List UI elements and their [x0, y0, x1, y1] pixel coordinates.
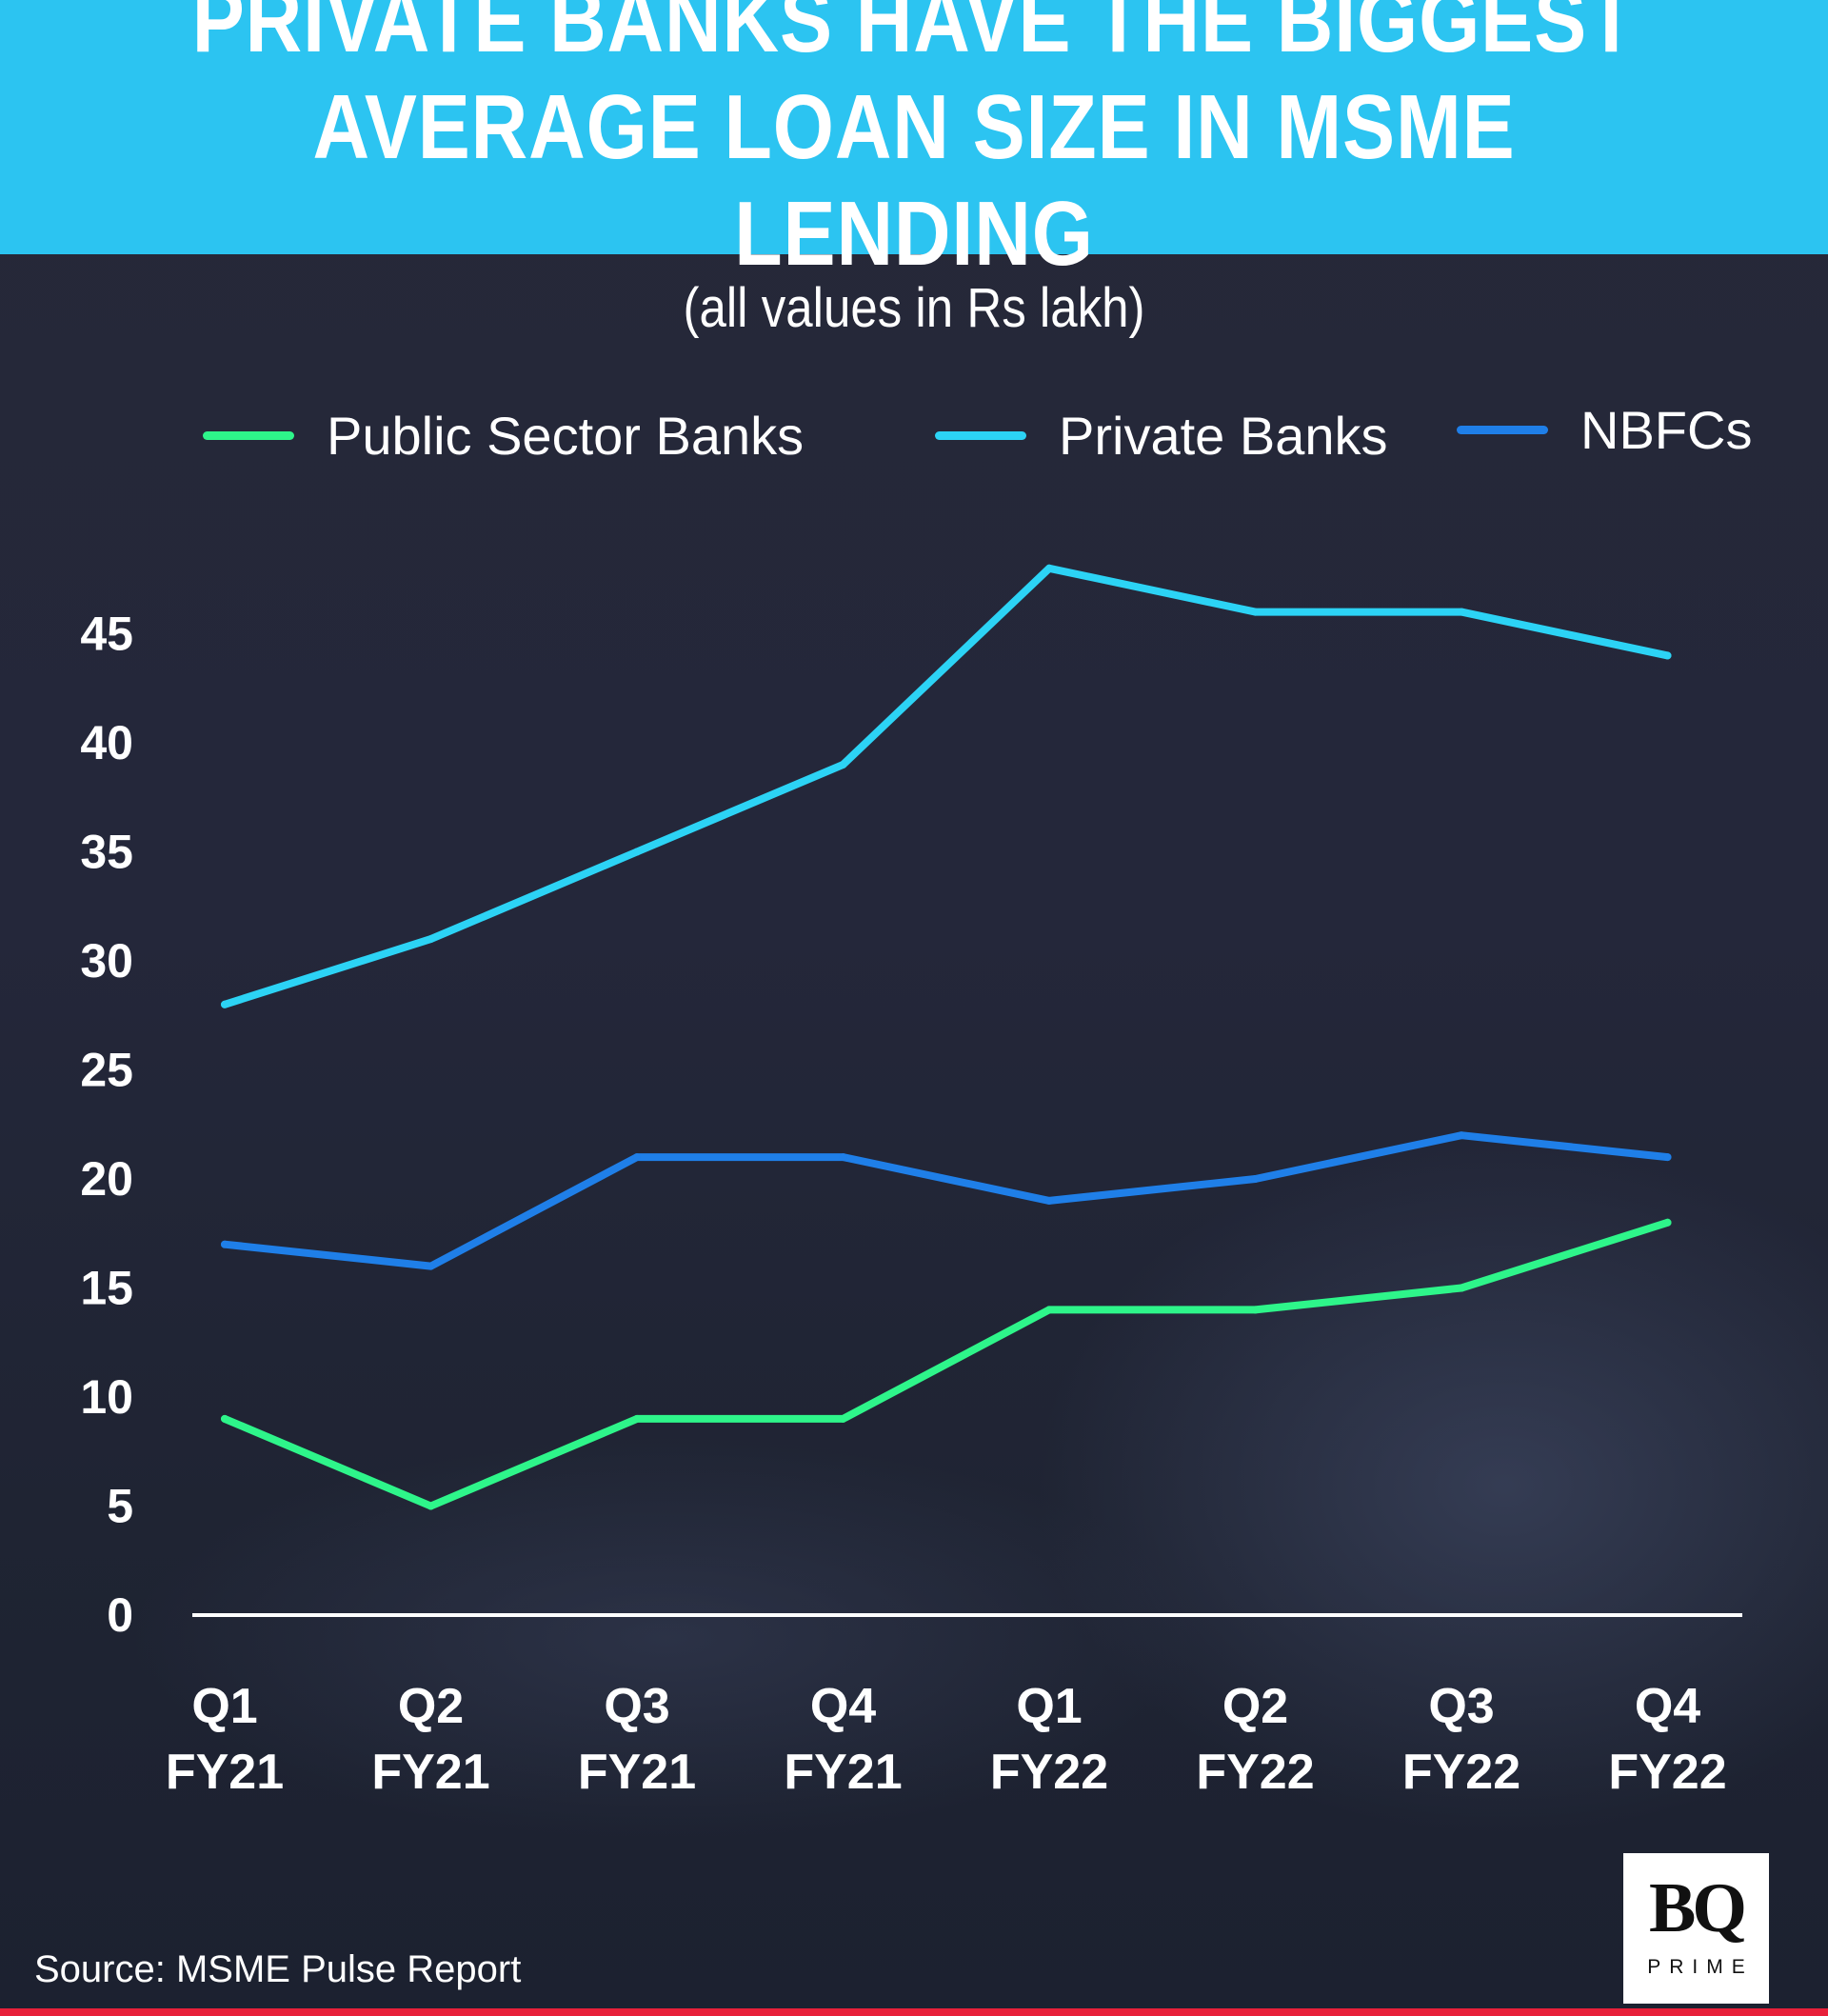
- chart-subtitle: (all values in Rs lakh): [683, 277, 1145, 339]
- legend-item-nbfcs: NBFCs: [1457, 399, 1752, 461]
- legend-item-public-sector-banks: Public Sector Banks: [203, 405, 804, 467]
- y-tick-label: 25: [80, 1044, 133, 1097]
- data-point: [1045, 564, 1053, 572]
- x-tick-label: Q2 FY22: [1196, 1679, 1314, 1800]
- data-point: [839, 1414, 847, 1423]
- y-tick-label: 35: [80, 826, 133, 879]
- x-tick-label: Q3 FY21: [578, 1679, 696, 1800]
- y-tick-label: 15: [80, 1262, 133, 1315]
- logo-mark: BQ: [1649, 1869, 1747, 1947]
- source-note: Source: MSME Pulse Report: [34, 1948, 522, 1990]
- data-point: [1663, 1218, 1672, 1227]
- legend: Public Sector Banks Private Banks NBFCs: [0, 400, 1828, 481]
- x-tick-label: Q3 FY22: [1402, 1679, 1520, 1800]
- series-line-nbfcs: [221, 1131, 1672, 1270]
- x-tick-label: Q4 FY21: [784, 1679, 902, 1800]
- y-axis-ticks: 0 5 10 15 20 25 30 35 40 45: [80, 608, 133, 1643]
- data-point: [427, 1262, 435, 1270]
- legend-label-public-sector-banks: Public Sector Banks: [327, 406, 805, 466]
- legend-label-nbfcs: NBFCs: [1580, 400, 1753, 460]
- title-banner: PRIVATE BANKS HAVE THE BIGGEST AVERAGE L…: [0, 0, 1828, 285]
- x-axis-ticks: Q1 FY21 Q2 FY21 Q3 FY21 Q4 FY21 Q1 FY22 Q2 FY22 Q3 FY…: [166, 1679, 1727, 1800]
- x-tick-label: Q2 FY21: [371, 1679, 489, 1800]
- logo-subtext: PRIME: [1647, 1956, 1754, 1978]
- series-lines: [221, 564, 1672, 1510]
- y-tick-label: 0: [107, 1588, 133, 1642]
- data-point: [1458, 1131, 1465, 1140]
- y-tick-label: 20: [80, 1152, 133, 1206]
- x-tick-label: Q4 FY22: [1608, 1679, 1726, 1800]
- data-point: [427, 1502, 435, 1510]
- series-line-private-banks: [221, 564, 1672, 1008]
- data-point: [1458, 1284, 1465, 1292]
- bq-prime-logo: BQ PRIME: [1623, 1853, 1769, 2004]
- data-point: [633, 848, 641, 856]
- data-point: [221, 1240, 228, 1248]
- legend-item-private-banks: Private Banks: [935, 405, 1388, 467]
- data-point: [633, 1414, 641, 1423]
- data-point: [1663, 1153, 1672, 1162]
- chart-title: PRIVATE BANKS HAVE THE BIGGEST AVERAGE L…: [191, 0, 1637, 285]
- data-point: [221, 1000, 228, 1008]
- y-tick-label: 5: [107, 1480, 133, 1533]
- data-point: [1045, 1196, 1053, 1205]
- data-point: [633, 1153, 641, 1162]
- data-point: [221, 1414, 228, 1423]
- data-point: [839, 760, 847, 768]
- data-point: [1251, 1306, 1260, 1314]
- y-tick-label: 45: [80, 608, 133, 661]
- x-tick-label: Q1 FY22: [990, 1679, 1108, 1800]
- y-tick-label: 30: [80, 934, 133, 988]
- x-tick-label: Q1 FY21: [166, 1679, 284, 1800]
- series-line-public-sector-banks: [221, 1218, 1672, 1510]
- y-tick-label: 40: [80, 716, 133, 769]
- data-point: [427, 935, 435, 944]
- data-point: [1251, 608, 1260, 616]
- bottom-accent-bar: [0, 2008, 1828, 2016]
- y-tick-label: 10: [80, 1370, 133, 1424]
- data-point: [1045, 1306, 1053, 1314]
- data-point: [839, 1153, 847, 1162]
- data-point: [1251, 1175, 1260, 1183]
- data-point: [1663, 651, 1672, 660]
- legend-swatch-public-sector-banks: [203, 431, 294, 440]
- data-point: [1458, 608, 1465, 616]
- legend-swatch-nbfcs: [1457, 426, 1548, 434]
- legend-label-private-banks: Private Banks: [1059, 406, 1388, 466]
- legend-swatch-private-banks: [935, 431, 1026, 440]
